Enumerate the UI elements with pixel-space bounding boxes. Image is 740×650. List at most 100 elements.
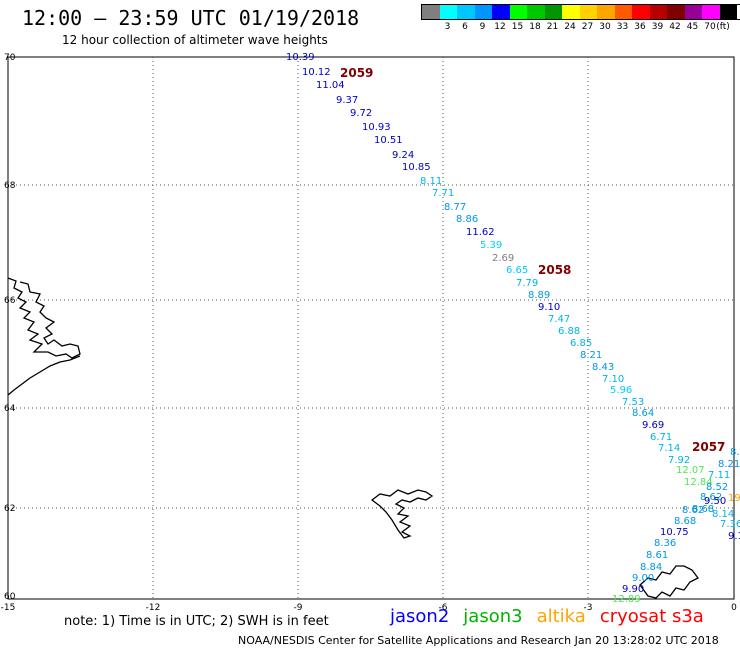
lat-tick-label: 68	[4, 181, 16, 191]
legend-label: 39	[651, 22, 664, 32]
legend-label: 70	[704, 22, 716, 32]
track-labels: 2059 2058 2057	[340, 66, 725, 454]
legend-label: 15	[511, 22, 524, 32]
legend-labels: 3 6 9 12 15 18 21 24 27 30 33 36 39 42 45 70 (ft)	[421, 20, 740, 34]
map-grid	[8, 57, 734, 599]
legend-label: 3	[444, 22, 451, 32]
legend-swatch	[509, 5, 527, 19]
legend-unit: (ft)	[716, 22, 730, 32]
map-frame	[7, 56, 735, 600]
wave-height-value: 8.86	[456, 214, 478, 225]
legend-swatch	[422, 5, 440, 19]
lat-tick-label: 70	[4, 53, 16, 63]
wave-height-value: 19	[728, 493, 740, 504]
iceland-south-coast	[7, 355, 81, 396]
track-label: 2059	[340, 66, 373, 80]
wave-height-value: 9.1	[728, 531, 740, 542]
wave-height-value: 11.62	[466, 227, 495, 238]
wave-height-value: 9.72	[350, 108, 372, 119]
wave-height-value: 8.77	[444, 202, 466, 213]
lon-tick-label: -9	[294, 603, 303, 613]
legend-swatch	[649, 5, 667, 19]
legend-swatch	[579, 5, 597, 19]
wave-height-value: 6.88	[558, 326, 580, 337]
color-legend: 3 6 9 12 15 18 21 24 27 30 33 36 39 42 45 70 (ft)	[421, 4, 740, 34]
legend-label: 24	[564, 22, 576, 32]
legend-swatch	[492, 5, 510, 19]
map-ticks: -15 -12 -9 -6 -3 0 60 62 64 66 68 70	[1, 53, 737, 613]
wave-height-value: 10.75	[660, 527, 689, 538]
shetland-islands	[639, 565, 699, 599]
lon-tick-label: -3	[584, 603, 593, 613]
legend-label: 42	[669, 22, 681, 32]
wave-height-value: 8.64	[632, 408, 654, 419]
wave-height-value: 8.21	[580, 350, 602, 361]
wave-height-value: 9.90	[622, 584, 644, 595]
legend-swatch	[614, 5, 632, 19]
legend-label: 36	[634, 22, 646, 32]
satellite-legend: jason2 jason3 altika cryosat s3a	[390, 606, 718, 627]
wave-height-value: 8.84	[640, 562, 662, 573]
wave-height-value: 10.85	[402, 162, 431, 173]
wave-height-value: 9.37	[336, 95, 358, 106]
legend-swatch	[702, 5, 720, 19]
track-label: 2058	[538, 263, 571, 277]
wave-height-value: 10.39	[286, 52, 315, 63]
wave-height-value: 7.36	[720, 519, 740, 530]
wave-height-value: 8.68	[674, 516, 696, 527]
legend-label: 12	[494, 22, 506, 32]
legend-label: 45	[686, 22, 699, 32]
wave-height-value: 7.47	[548, 314, 570, 325]
wave-height-value: 6.65	[506, 265, 528, 276]
legend-swatch	[457, 5, 475, 19]
wave-height-value: 5.96	[610, 385, 632, 396]
legend-swatch	[667, 5, 685, 19]
legend-swatch	[439, 5, 457, 19]
footnote: note: 1) Time is in UTC; 2) SWH is in fe…	[64, 614, 329, 629]
lon-tick-label: 0	[731, 603, 737, 613]
wave-height-value: 9.50	[704, 496, 726, 507]
wave-height-value: 8.21	[718, 459, 740, 470]
wave-height-value: 8.52	[706, 482, 728, 493]
lon-tick-label: -6	[439, 603, 448, 613]
wave-height-value: 8.14	[712, 509, 734, 520]
satellite-name: altika	[536, 606, 586, 627]
wave-height-value: 9.69	[642, 420, 664, 431]
legend-swatch	[597, 5, 615, 19]
page-subtitle: 12 hour collection of altimeter wave hei…	[62, 33, 328, 47]
wave-height-value: 6.85	[570, 338, 592, 349]
legend-swatch	[527, 5, 545, 19]
lat-tick-label: 60	[4, 592, 16, 602]
lon-tick-label: -15	[1, 603, 16, 613]
wave-height-value: 8.62	[682, 505, 704, 516]
lon-tick-label: -12	[146, 603, 161, 613]
page-title: 12:00 – 23:59 UTC 01/19/2018	[22, 6, 360, 30]
wave-height-values: 10.3910.1211.049.379.7210.9310.519.2410.…	[286, 52, 740, 605]
wave-height-value: 8.43	[592, 362, 614, 373]
wave-height-value: 9.10	[538, 302, 560, 313]
satellite-name: jason3	[463, 606, 523, 627]
wave-height-value: 8.62	[700, 492, 722, 503]
wave-height-value: 7.53	[622, 397, 644, 408]
wave-height-value: 12.84	[684, 477, 713, 488]
wave-height-value: 6.71	[650, 432, 672, 443]
coastlines	[7, 277, 699, 599]
faroe-islands	[370, 489, 434, 539]
wave-height-value: 8.36	[654, 538, 676, 549]
lat-tick-label: 64	[4, 404, 16, 414]
satellite-name: jason2	[390, 606, 450, 627]
legend-label: 18	[529, 22, 541, 32]
legend-swatches	[421, 4, 740, 20]
wave-height-value: 12.07	[676, 465, 705, 476]
wave-height-value: 8.9	[730, 447, 740, 458]
wave-height-value: 12.89	[612, 594, 641, 605]
iceland-coast	[7, 277, 81, 359]
legend-label: 6	[462, 22, 468, 32]
wave-height-value: 9.00	[632, 573, 654, 584]
wave-height-value: 8.11	[420, 176, 442, 187]
track-label: 2057	[692, 440, 725, 454]
wave-height-value: 7.10	[602, 374, 624, 385]
wave-height-value: 10.12	[302, 67, 331, 78]
legend-label: 30	[599, 22, 611, 32]
